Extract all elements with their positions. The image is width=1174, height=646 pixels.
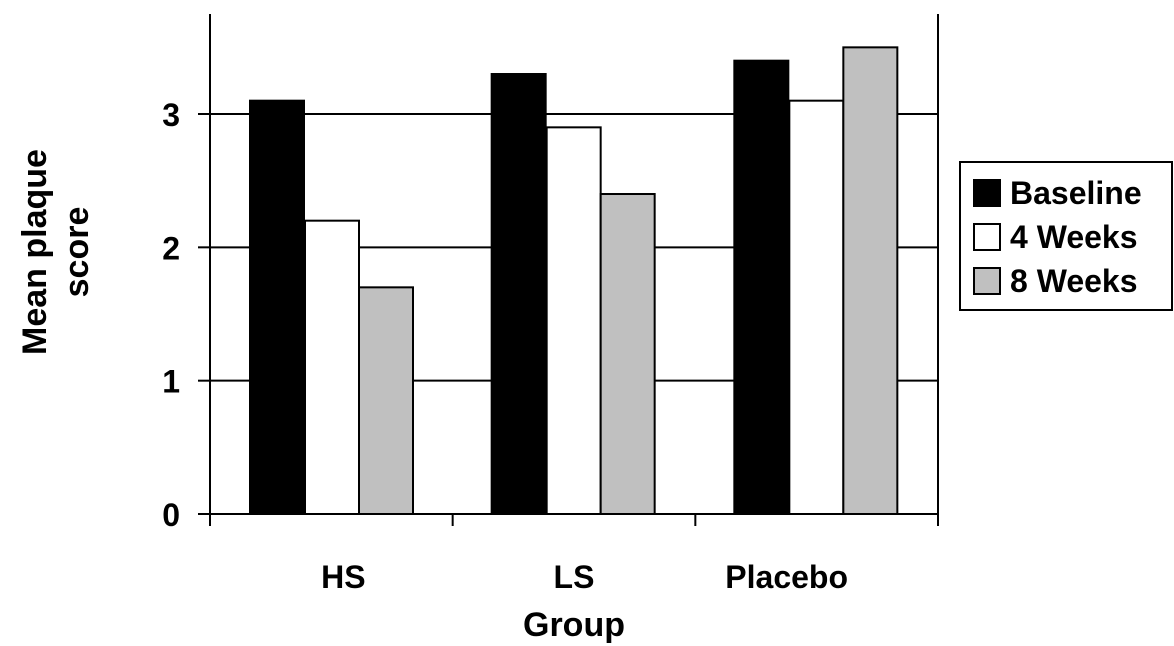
bar-ls-baseline — [490, 73, 547, 516]
y-tick-labels: 0 1 2 3 — [162, 97, 180, 533]
x-tick-label-placebo: Placebo — [725, 559, 848, 595]
legend-swatch-baseline — [973, 179, 1001, 207]
legend-label-4-weeks: 4 Weeks — [1010, 219, 1138, 255]
legend-label-baseline: Baseline — [1010, 175, 1142, 211]
legend-label-8-weeks: 8 Weeks — [1010, 263, 1138, 299]
bar-hs-baseline — [249, 99, 305, 515]
bar-ls-4-weeks — [545, 126, 602, 516]
x-axis-label: Group — [523, 606, 625, 644]
y-axis-label-line-1: Mean plaque — [16, 149, 54, 355]
bar-placebo-4-weeks — [788, 99, 845, 515]
y-tick-label-0: 0 — [162, 497, 180, 533]
bar-placebo-baseline — [733, 59, 790, 515]
legend-swatch-8-weeks — [973, 267, 1001, 295]
bar-hs-8-weeks — [358, 286, 414, 515]
y-tick-label-2: 2 — [162, 230, 180, 266]
bar-placebo-8-weeks — [842, 46, 899, 515]
legend: Baseline 4 Weeks 8 Weeks — [959, 161, 1173, 311]
y-tick-label-1: 1 — [162, 364, 180, 400]
y-axis-label-line-2: score — [58, 207, 96, 298]
y-tick-label-3: 3 — [162, 97, 180, 133]
bar-hs-4-weeks — [304, 219, 360, 515]
x-tick-labels: HS LS Placebo — [321, 559, 848, 595]
axes — [198, 14, 939, 526]
legend-swatch-4-weeks — [973, 223, 1001, 251]
x-tick-label-ls: LS — [554, 559, 595, 595]
x-tick-label-hs: HS — [321, 559, 365, 595]
bars — [249, 46, 899, 516]
bar-ls-8-weeks — [599, 193, 656, 515]
